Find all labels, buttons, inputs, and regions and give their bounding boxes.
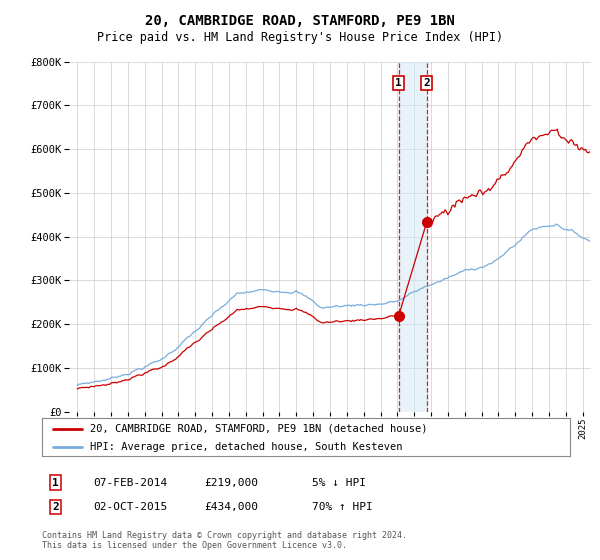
Text: HPI: Average price, detached house, South Kesteven: HPI: Average price, detached house, Sout… [89, 442, 402, 452]
Text: £434,000: £434,000 [204, 502, 258, 512]
Text: 2: 2 [52, 502, 59, 512]
Text: 1: 1 [52, 478, 59, 488]
Text: 1: 1 [395, 78, 402, 88]
Text: 70% ↑ HPI: 70% ↑ HPI [312, 502, 373, 512]
Text: Contains HM Land Registry data © Crown copyright and database right 2024.
This d: Contains HM Land Registry data © Crown c… [42, 531, 407, 550]
Text: 02-OCT-2015: 02-OCT-2015 [93, 502, 167, 512]
Text: 2: 2 [424, 78, 430, 88]
Bar [399, 62, 427, 412]
Text: £219,000: £219,000 [204, 478, 258, 488]
Text: 07-FEB-2014: 07-FEB-2014 [93, 478, 167, 488]
Text: Price paid vs. HM Land Registry's House Price Index (HPI): Price paid vs. HM Land Registry's House … [97, 31, 503, 44]
Text: 5% ↓ HPI: 5% ↓ HPI [312, 478, 366, 488]
Text: 20, CAMBRIDGE ROAD, STAMFORD, PE9 1BN (detached house): 20, CAMBRIDGE ROAD, STAMFORD, PE9 1BN (d… [89, 424, 427, 434]
Text: 20, CAMBRIDGE ROAD, STAMFORD, PE9 1BN: 20, CAMBRIDGE ROAD, STAMFORD, PE9 1BN [145, 14, 455, 28]
